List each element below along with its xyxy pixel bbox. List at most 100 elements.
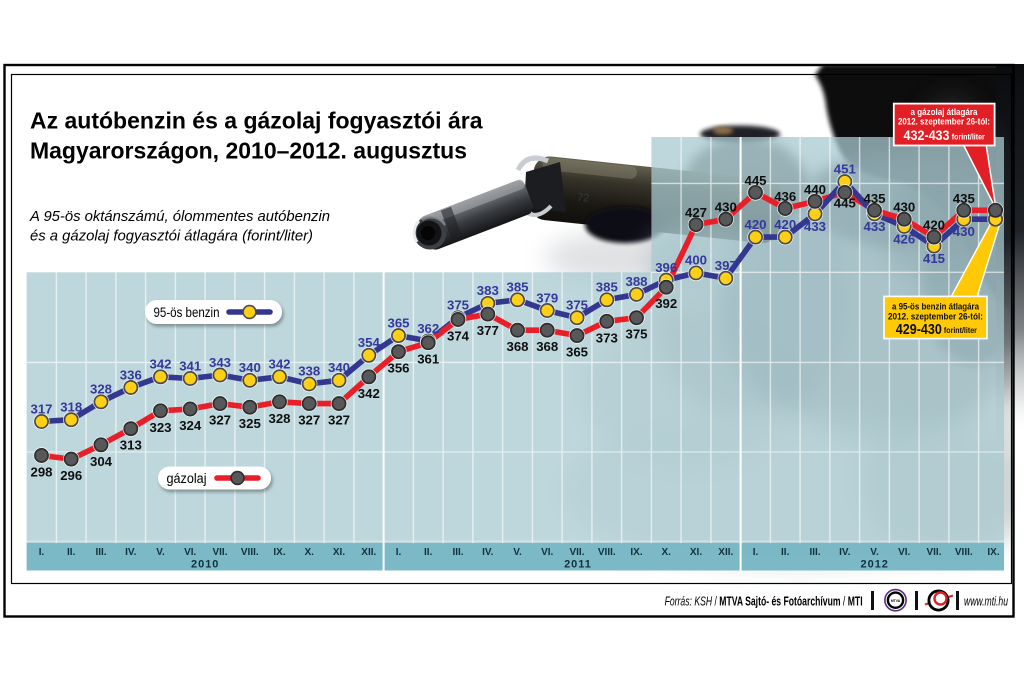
svg-text:VIII.: VIII.: [241, 547, 259, 558]
svg-text:II.: II.: [424, 547, 433, 558]
svg-text:385: 385: [596, 280, 618, 295]
svg-text:356: 356: [387, 361, 409, 376]
svg-text:X.: X.: [661, 547, 671, 558]
svg-text:392: 392: [655, 296, 677, 311]
svg-text:IV.: IV.: [482, 547, 494, 558]
svg-text:323: 323: [149, 420, 171, 435]
svg-text:440: 440: [804, 182, 826, 197]
svg-text:a gázolaj átlagára: a gázolaj átlagára: [911, 107, 979, 118]
svg-text:Az autóbenzin és a gázolaj fog: Az autóbenzin és a gázolaj fogyasztói ár…: [30, 108, 484, 134]
svg-text:2012. szeptember 26-tól:: 2012. szeptember 26-tól:: [888, 311, 983, 322]
svg-text:www.mti.hu: www.mti.hu: [964, 594, 1008, 609]
svg-text:296: 296: [60, 468, 82, 483]
svg-text:327: 327: [209, 413, 231, 428]
svg-text:374: 374: [447, 329, 470, 344]
svg-text:2012. szeptember 26-tól:: 2012. szeptember 26-tól:: [898, 117, 990, 128]
svg-text:318: 318: [60, 400, 82, 415]
svg-text:375: 375: [566, 298, 588, 313]
svg-text:436: 436: [774, 189, 796, 204]
svg-text:és a gázolaj fogyasztói átlagá: és a gázolaj fogyasztói átlagára (forint…: [30, 228, 313, 245]
svg-text:VI.: VI.: [184, 547, 196, 558]
svg-text:435: 435: [953, 191, 975, 206]
svg-text:IX.: IX.: [987, 547, 999, 558]
svg-text:362: 362: [417, 321, 439, 336]
svg-text:313: 313: [120, 438, 142, 453]
svg-text:a 95-ös benzin átlagára: a 95-ös benzin átlagára: [892, 301, 980, 312]
svg-text:388: 388: [625, 274, 647, 289]
svg-text:420: 420: [744, 217, 766, 232]
svg-text:445: 445: [834, 195, 856, 210]
svg-text:298: 298: [30, 465, 52, 480]
svg-text:VIII.: VIII.: [955, 547, 973, 558]
svg-text:2011: 2011: [564, 559, 592, 571]
svg-text:342: 342: [149, 357, 171, 372]
svg-text:III.: III.: [809, 547, 820, 558]
svg-text:400: 400: [685, 253, 707, 268]
svg-text:2012: 2012: [860, 559, 888, 571]
svg-text:VII.: VII.: [926, 547, 941, 558]
svg-text:451: 451: [834, 161, 856, 176]
svg-text:MTVA: MTVA: [891, 599, 901, 603]
svg-text:IX.: IX.: [630, 547, 642, 558]
svg-text:X.: X.: [304, 547, 314, 558]
svg-text:341: 341: [179, 358, 201, 373]
svg-text:328: 328: [268, 411, 290, 426]
svg-text:forint/liter: forint/liter: [952, 132, 985, 141]
svg-text:II.: II.: [67, 547, 76, 558]
svg-text:XII.: XII.: [361, 547, 376, 558]
svg-text:365: 365: [387, 315, 409, 330]
svg-text:432-433: 432-433: [904, 128, 950, 144]
svg-text:368: 368: [536, 339, 558, 354]
svg-text:I.: I.: [753, 547, 759, 558]
svg-text:VIII.: VIII.: [598, 547, 616, 558]
svg-text:445: 445: [744, 173, 766, 188]
svg-text:375: 375: [625, 327, 647, 342]
svg-text:340: 340: [239, 360, 261, 375]
svg-text:430: 430: [953, 224, 975, 239]
svg-text:420: 420: [923, 218, 945, 233]
svg-text:338: 338: [298, 364, 320, 379]
svg-text:Magyarországon, 2010–2012. aug: Magyarországon, 2010–2012. augusztus: [30, 138, 467, 164]
svg-text:XI.: XI.: [333, 547, 345, 558]
svg-text:325: 325: [239, 416, 261, 431]
svg-text:427: 427: [685, 205, 707, 220]
svg-text:383: 383: [477, 283, 499, 298]
svg-text:95-ös benzin: 95-ös benzin: [154, 305, 220, 320]
svg-text:327: 327: [298, 413, 320, 428]
svg-text:365: 365: [566, 345, 588, 360]
svg-text:XI.: XI.: [690, 547, 702, 558]
svg-text:V.: V.: [870, 547, 879, 558]
svg-text:429-430: 429-430: [896, 322, 942, 338]
svg-text:430: 430: [893, 200, 915, 215]
svg-text:XII.: XII.: [718, 547, 733, 558]
svg-text:342: 342: [268, 357, 290, 372]
svg-text:379: 379: [536, 290, 558, 305]
svg-text:317: 317: [30, 401, 52, 416]
svg-text:368: 368: [506, 339, 528, 354]
svg-text:Forrás: KSH / MTVA Sajtó- és F: Forrás: KSH / MTVA Sajtó- és Fotóarchívu…: [665, 594, 863, 609]
svg-text:373: 373: [596, 330, 618, 345]
svg-text:V.: V.: [513, 547, 522, 558]
svg-text:375: 375: [447, 298, 469, 313]
svg-text:VII.: VII.: [212, 547, 227, 558]
svg-text:III.: III.: [452, 547, 463, 558]
svg-text:IV.: IV.: [839, 547, 851, 558]
svg-text:I.: I.: [396, 547, 402, 558]
svg-text:VII.: VII.: [569, 547, 584, 558]
svg-text:VI.: VI.: [541, 547, 553, 558]
svg-text:II.: II.: [781, 547, 790, 558]
svg-text:361: 361: [417, 352, 439, 367]
svg-text:397: 397: [715, 258, 737, 273]
svg-text:435: 435: [863, 191, 885, 206]
svg-text:V.: V.: [156, 547, 165, 558]
svg-text:304: 304: [90, 454, 113, 469]
svg-text:426: 426: [893, 231, 915, 246]
svg-text:396: 396: [655, 260, 677, 275]
svg-text:VI.: VI.: [898, 547, 910, 558]
svg-text:IX.: IX.: [273, 547, 285, 558]
svg-text:433: 433: [804, 219, 826, 234]
svg-text:gázolaj: gázolaj: [167, 471, 207, 486]
svg-text:377: 377: [477, 323, 499, 338]
svg-text:343: 343: [209, 355, 231, 370]
svg-text:385: 385: [506, 280, 528, 295]
